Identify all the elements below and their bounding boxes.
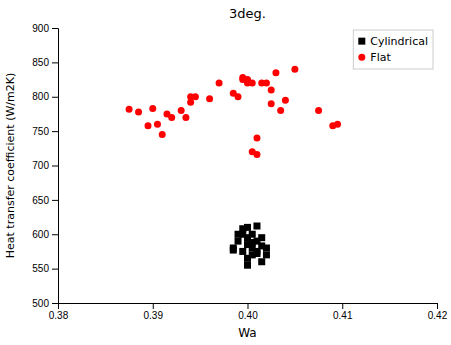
point bbox=[135, 108, 142, 115]
x-axis-tick-mark bbox=[153, 303, 154, 309]
x-axis-tick: 0.38 bbox=[49, 303, 69, 321]
y-axis-tick-label: 650 bbox=[32, 195, 49, 206]
legend-swatch bbox=[358, 38, 365, 45]
point bbox=[235, 238, 242, 245]
y-axis: 500 550 600 650 700 750 800 850 900 bbox=[32, 23, 58, 309]
y-axis-tick-label: 850 bbox=[32, 57, 49, 68]
point bbox=[154, 121, 161, 128]
x-axis-title: Wa bbox=[238, 326, 256, 340]
x-axis-line bbox=[59, 304, 438, 310]
point bbox=[182, 114, 189, 121]
y-axis-line bbox=[52, 29, 59, 304]
point bbox=[216, 80, 223, 87]
y-axis-tick-label: 800 bbox=[32, 91, 49, 102]
y-axis-tick: 550 bbox=[32, 263, 58, 274]
point bbox=[263, 251, 270, 258]
point bbox=[178, 107, 185, 114]
y-axis-tick: 600 bbox=[32, 229, 58, 240]
x-axis-tick: 0.39 bbox=[144, 303, 164, 321]
point bbox=[334, 121, 341, 128]
y-axis-title: Heat transfer coefficient (W/m2K) bbox=[4, 73, 17, 258]
point bbox=[258, 258, 265, 265]
plot: 0.38 0.39 0.40 0.41 0.42 500 550 600 650 700 750 80… bbox=[32, 23, 447, 321]
point bbox=[235, 231, 242, 238]
point bbox=[249, 80, 256, 87]
y-axis-tick-mark bbox=[52, 234, 58, 235]
x-axis-tick-mark bbox=[437, 303, 438, 309]
x-axis-tick-mark bbox=[248, 303, 249, 309]
point bbox=[253, 135, 260, 142]
y-axis-tick-mark bbox=[52, 28, 58, 29]
y-axis-tick-label: 600 bbox=[32, 229, 49, 240]
point bbox=[168, 114, 175, 121]
legend-item: Flat bbox=[358, 51, 391, 64]
x-axis: 0.38 0.39 0.40 0.41 0.42 bbox=[49, 303, 448, 321]
y-axis-tick: 700 bbox=[32, 160, 58, 171]
y-axis-tick: 850 bbox=[32, 57, 58, 68]
point bbox=[126, 106, 133, 113]
y-axis-tick-label: 550 bbox=[32, 263, 49, 274]
y-axis-tick-mark bbox=[52, 166, 58, 167]
y-axis-tick-label: 500 bbox=[32, 298, 49, 309]
point bbox=[258, 234, 265, 241]
y-axis-tick: 750 bbox=[32, 126, 58, 137]
point bbox=[315, 107, 322, 114]
y-axis-tick-mark bbox=[52, 200, 58, 201]
y-axis-tick-label: 700 bbox=[32, 160, 49, 171]
title: 3deg. bbox=[229, 6, 266, 21]
legend-label: Cylindrical bbox=[370, 35, 428, 48]
legend-swatch bbox=[358, 54, 365, 61]
y-axis-tick-mark bbox=[52, 269, 58, 270]
legend-label: Flat bbox=[370, 51, 391, 64]
point bbox=[253, 223, 260, 230]
point bbox=[277, 107, 284, 114]
chart: 0.38 0.39 0.40 0.41 0.42 500 550 600 650 700 750 80… bbox=[0, 0, 451, 345]
point bbox=[282, 97, 289, 104]
x-axis-tick-mark bbox=[342, 303, 343, 309]
x-axis-tick-label: 0.39 bbox=[144, 310, 164, 321]
legend-item: Cylindrical bbox=[358, 35, 428, 48]
points bbox=[126, 66, 341, 269]
point bbox=[145, 122, 152, 129]
y-axis-tick: 800 bbox=[32, 91, 58, 102]
x-axis-tick-label: 0.40 bbox=[238, 310, 258, 321]
point bbox=[291, 66, 298, 73]
point bbox=[239, 248, 246, 255]
y-axis-tick-label: 900 bbox=[32, 23, 49, 34]
point bbox=[149, 105, 156, 112]
legend: Cylindrical Flat bbox=[353, 30, 433, 69]
point bbox=[249, 239, 256, 246]
series bbox=[126, 66, 341, 158]
point bbox=[272, 69, 279, 76]
point bbox=[159, 131, 166, 138]
point bbox=[206, 95, 213, 102]
point bbox=[244, 262, 251, 269]
point bbox=[268, 86, 275, 93]
point bbox=[235, 93, 242, 100]
x-axis-tick: 0.42 bbox=[428, 303, 448, 321]
x-axis-tick: 0.41 bbox=[333, 303, 353, 321]
point bbox=[230, 247, 237, 254]
y-axis-tick: 500 bbox=[32, 298, 58, 309]
point bbox=[192, 93, 199, 100]
y-axis-tick: 650 bbox=[32, 195, 58, 206]
y-axis-tick-mark bbox=[52, 303, 58, 304]
x-axis-tick-label: 0.42 bbox=[428, 310, 448, 321]
point bbox=[258, 242, 265, 249]
point bbox=[253, 151, 260, 158]
point bbox=[249, 231, 256, 238]
point bbox=[263, 80, 270, 87]
point bbox=[268, 100, 275, 107]
x-axis-tick-label: 0.41 bbox=[333, 310, 353, 321]
x-axis-tick: 0.40 bbox=[238, 303, 258, 321]
y-axis-tick-label: 750 bbox=[32, 126, 49, 137]
legend-box bbox=[353, 30, 433, 69]
y-axis-tick-mark bbox=[52, 97, 58, 98]
series bbox=[230, 223, 270, 269]
y-axis-tick-mark bbox=[52, 62, 58, 63]
point bbox=[253, 250, 260, 257]
y-axis-tick: 900 bbox=[32, 23, 58, 34]
x-axis-tick-label: 0.38 bbox=[49, 310, 69, 321]
y-axis-tick-mark bbox=[52, 131, 58, 132]
